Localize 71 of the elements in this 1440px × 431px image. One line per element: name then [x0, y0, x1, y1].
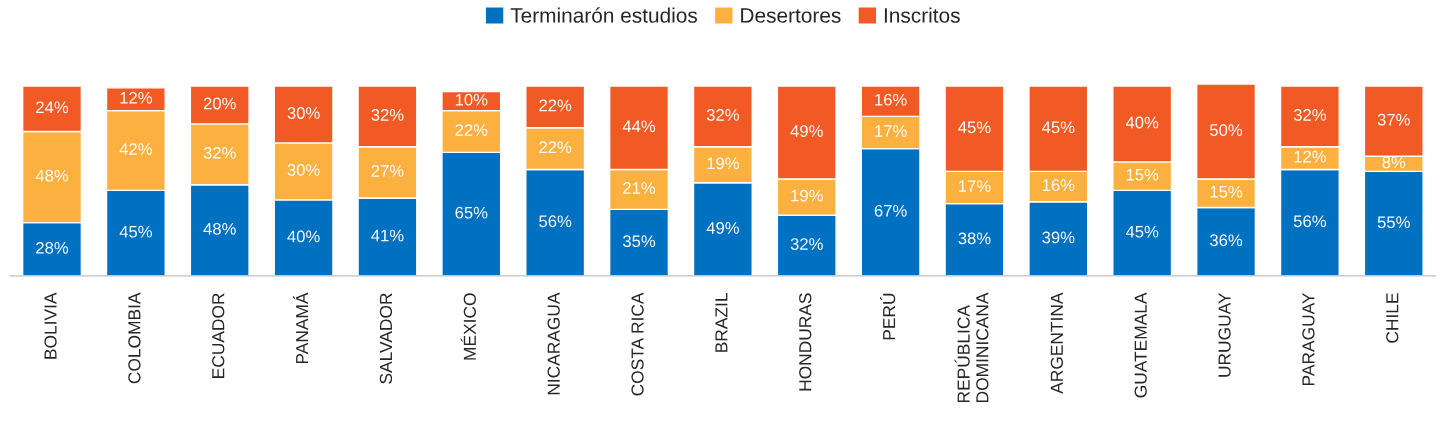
- x-tick-label: COSTA RICA: [631, 292, 644, 396]
- legend-label: Terminarón estudios: [510, 7, 698, 23]
- data-label: 15%: [1210, 185, 1243, 198]
- x-tick-label: BRAZIL: [715, 293, 728, 352]
- data-label: 28%: [36, 241, 69, 254]
- data-label: 50%: [1210, 124, 1243, 136]
- data-label: 40%: [1125, 116, 1159, 129]
- data-label: 40%: [287, 230, 320, 243]
- data-label: 32%: [790, 238, 823, 250]
- data-label: 38%: [958, 232, 991, 245]
- data-label: 22%: [455, 124, 488, 136]
- data-label: 16%: [875, 93, 907, 106]
- data-label: 15%: [1126, 168, 1159, 181]
- data-label: 10%: [455, 93, 488, 106]
- x-tick-label: SALVADOR: [379, 293, 393, 384]
- x-tick-label: COLOMBIA: [128, 292, 141, 384]
- data-label: 32%: [371, 109, 404, 121]
- data-label: 45%: [958, 121, 991, 134]
- data-label: 45%: [119, 225, 152, 238]
- data-label: 30%: [287, 107, 320, 119]
- data-label: 48%: [203, 222, 236, 235]
- data-label: 27%: [371, 165, 404, 177]
- data-label: 12%: [1294, 150, 1326, 163]
- x-tick-label: GUATEMALA: [1134, 292, 1147, 398]
- legend-label: Desertores: [741, 8, 841, 23]
- data-label: 24%: [36, 101, 69, 114]
- data-label: 48%: [35, 169, 69, 182]
- x-tick-label: ARGENTINA: [1050, 292, 1063, 394]
- x-tick-label: ECUADOR: [212, 293, 225, 378]
- x-tick-label: MÉXICO: [460, 293, 476, 360]
- data-label: 42%: [119, 143, 152, 155]
- data-label: 20%: [203, 97, 236, 110]
- data-label: 19%: [791, 189, 823, 202]
- data-label: 67%: [874, 204, 907, 217]
- data-label: 21%: [623, 182, 656, 194]
- data-label: 56%: [1293, 215, 1326, 228]
- data-label: 44%: [622, 120, 656, 133]
- x-tick-label: HONDURAS: [799, 293, 812, 391]
- data-label: 19%: [707, 157, 739, 170]
- data-label: 36%: [1209, 234, 1243, 247]
- x-tick-label: CHILE: [1386, 293, 1399, 343]
- data-label: 22%: [539, 141, 572, 154]
- data-label: 56%: [539, 215, 572, 228]
- x-tick-label: PERÚ: [880, 293, 896, 340]
- data-label: 49%: [706, 221, 739, 234]
- data-label: 32%: [1293, 109, 1326, 121]
- x-tick-label: PANAMÁ: [293, 292, 309, 364]
- x-tick-label: PARAGUAY: [1302, 292, 1315, 385]
- data-label: 17%: [875, 125, 907, 137]
- data-label: 32%: [203, 146, 236, 159]
- x-tick-label: REPÚBLICA DOMINICANA: [954, 292, 989, 403]
- data-label: 8%: [1382, 156, 1406, 169]
- data-label: 12%: [120, 91, 152, 104]
- data-label: 45%: [1125, 225, 1159, 238]
- data-label: 55%: [1377, 216, 1410, 229]
- data-label: 35%: [622, 235, 656, 248]
- data-label: 45%: [1042, 121, 1075, 134]
- data-label: 41%: [371, 229, 404, 242]
- data-label: 16%: [1042, 179, 1075, 192]
- x-tick-label: BOLIVIA: [44, 292, 57, 359]
- data-label: 49%: [790, 125, 823, 137]
- x-tick-label: NICARAGUA: [547, 292, 560, 395]
- data-label: 65%: [455, 206, 488, 219]
- data-label: 39%: [1042, 231, 1075, 244]
- x-tick-label: URUGUAY: [1218, 292, 1231, 377]
- data-label: 17%: [959, 180, 991, 192]
- data-label: 32%: [706, 109, 739, 121]
- data-label: 37%: [1377, 113, 1410, 126]
- data-label: 30%: [287, 164, 320, 176]
- data-label: 22%: [539, 99, 572, 112]
- legend-label: Inscritos: [884, 7, 960, 23]
